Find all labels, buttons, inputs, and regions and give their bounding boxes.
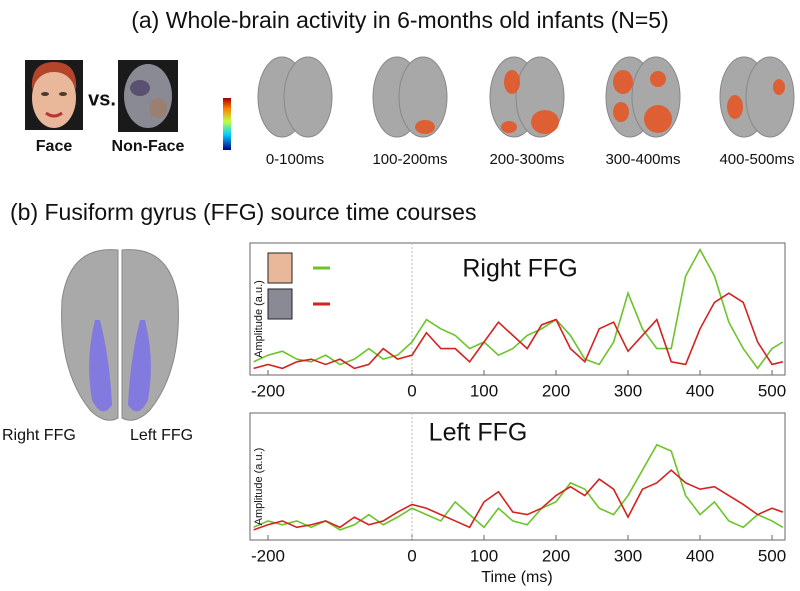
x-tick-label: 200 bbox=[542, 546, 570, 565]
vs-label: vs. bbox=[88, 88, 116, 110]
y-axis-label: Amplitude (a.u.) bbox=[253, 448, 265, 526]
x-tick-label: 0 bbox=[407, 381, 416, 400]
x-tick-label: 100 bbox=[470, 546, 498, 565]
brain-hemisphere bbox=[283, 56, 333, 138]
panel-b-title: (b) Fusiform gyrus (FFG) source time cou… bbox=[10, 199, 476, 225]
left-ffg-label: Left FFG bbox=[130, 427, 193, 444]
x-tick-label: -200 bbox=[251, 381, 285, 400]
legend-icons bbox=[267, 252, 293, 320]
activation-blob bbox=[773, 79, 785, 95]
face-image bbox=[25, 60, 83, 130]
activation-blob bbox=[650, 71, 666, 87]
x-tick-label: 500 bbox=[758, 546, 786, 565]
time-window-label: 200-300ms bbox=[489, 151, 564, 168]
series-line bbox=[253, 469, 784, 531]
chart-title: Right FFG bbox=[462, 255, 577, 283]
x-tick-label: 200 bbox=[542, 381, 570, 400]
series-line bbox=[253, 443, 784, 531]
nonface-label: Non-Face bbox=[112, 138, 185, 155]
brain-hemisphere bbox=[398, 56, 448, 138]
x-tick-label: 300 bbox=[614, 381, 642, 400]
y-axis-label: Amplitude (a.u.) bbox=[253, 280, 265, 358]
activation-blob bbox=[727, 95, 743, 119]
time-window-label: 400-500ms bbox=[719, 151, 794, 168]
face-label: Face bbox=[36, 138, 73, 155]
x-tick-label: 400 bbox=[686, 546, 714, 565]
brain-row: 0-100ms 100-200ms 200-300ms 300-400ms 400-50… bbox=[257, 56, 795, 168]
x-tick-label: 500 bbox=[758, 381, 786, 400]
x-tick-label: 0 bbox=[407, 546, 416, 565]
right-ffg-label: Right FFG bbox=[2, 427, 76, 444]
x-tick-label: 400 bbox=[686, 381, 714, 400]
x-tick-label: -200 bbox=[251, 546, 285, 565]
chart-title: Left FFG bbox=[429, 419, 528, 447]
plot-frame bbox=[249, 412, 786, 541]
ffg-brain bbox=[61, 249, 179, 421]
time-window-label: 0-100ms bbox=[266, 151, 324, 168]
x-axis-label: Time (ms) bbox=[481, 569, 552, 586]
activation-blob bbox=[613, 70, 633, 94]
time-window-label: 300-400ms bbox=[605, 151, 680, 168]
activation-blob bbox=[504, 70, 520, 94]
activation-blob bbox=[501, 121, 517, 133]
activation-blob bbox=[531, 110, 559, 134]
activation-blob bbox=[644, 105, 672, 133]
brain-hemisphere bbox=[745, 56, 795, 138]
x-tick-label: 300 bbox=[614, 546, 642, 565]
activation-blob bbox=[613, 102, 629, 122]
time-window-label: 100-200ms bbox=[372, 151, 447, 168]
activation-blob bbox=[415, 120, 435, 134]
colorbar bbox=[223, 98, 231, 150]
panel-a-title: (a) Whole-brain activity in 6-months old… bbox=[131, 7, 669, 33]
series-line bbox=[253, 292, 784, 370]
nonface-image bbox=[118, 60, 178, 132]
plot-frame bbox=[249, 242, 786, 376]
x-tick-label: 100 bbox=[470, 381, 498, 400]
